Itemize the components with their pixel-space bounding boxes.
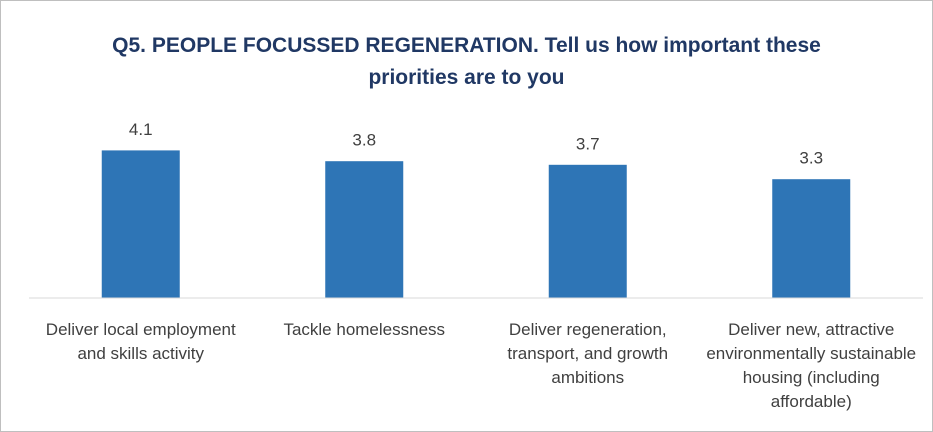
data-label: 3.7	[576, 134, 600, 153]
bar	[772, 179, 851, 298]
bar	[101, 150, 180, 298]
data-label: 3.3	[799, 149, 823, 168]
x-tick-label: Deliver new, attractive environmentally …	[706, 320, 917, 411]
x-tick-label: Deliver regeneration, transport, and gro…	[507, 320, 669, 387]
x-tick-label: Tackle homelessness	[283, 320, 446, 339]
bar	[548, 164, 627, 298]
data-label: 4.1	[129, 120, 153, 139]
x-tick-label: Deliver local employment and skills acti…	[45, 320, 236, 363]
chart-title: Q5. PEOPLE FOCUSSED REGENERATION. Tell u…	[112, 34, 821, 89]
data-label: 3.8	[352, 131, 376, 150]
bar	[325, 161, 404, 298]
